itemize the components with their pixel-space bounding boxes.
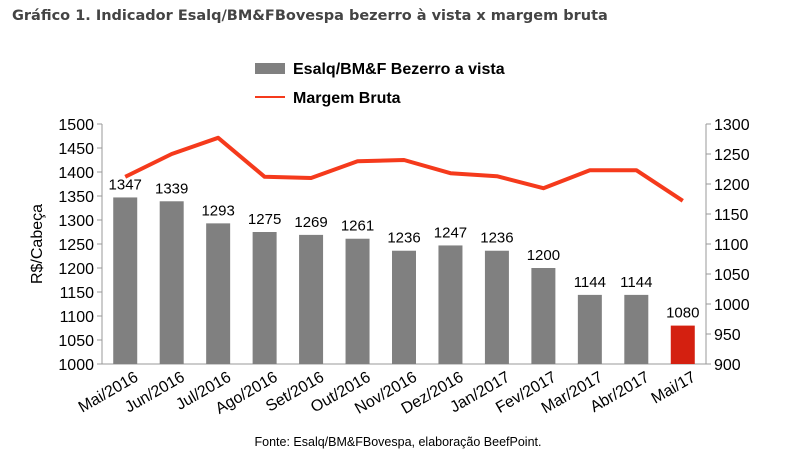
bar — [624, 294, 649, 364]
bar — [392, 250, 416, 364]
y2-tick-label: 1050 — [714, 267, 750, 284]
source-note: Fonte: Esalq/BM&FBovespa, elaboração Bee… — [255, 435, 542, 449]
bar — [345, 238, 370, 364]
bar-data-label: 1347 — [109, 176, 142, 193]
y2-tick-label: 1100 — [714, 237, 749, 254]
bar — [531, 268, 556, 364]
bar — [159, 201, 184, 364]
bar — [299, 234, 324, 364]
bar-data-label: 1247 — [434, 224, 467, 241]
bar-data-label: 1200 — [527, 247, 560, 264]
page-title: Gráfico 1. Indicador Esalq/BM&FBovespa b… — [12, 8, 608, 24]
y2-tick-label: 1300 — [714, 117, 750, 134]
bar-data-label: 1144 — [574, 274, 606, 291]
y2-tick-label: 1150 — [714, 207, 749, 224]
bar — [206, 223, 231, 364]
bar-data-label: 1275 — [248, 211, 281, 228]
y2-tick-label: 1200 — [714, 177, 750, 194]
bar — [577, 294, 602, 364]
bar — [438, 245, 463, 364]
bar — [252, 232, 277, 364]
y-tick-label: 1300 — [58, 213, 94, 230]
legend-label-bar: Esalq/BM&F Bezerro a vista — [293, 61, 505, 78]
y2-tick-label: 1250 — [714, 147, 750, 164]
bar — [670, 325, 695, 364]
y-tick-label: 1050 — [58, 333, 94, 350]
bar-data-label: 1236 — [387, 230, 420, 247]
bar — [484, 250, 509, 364]
legend-label-line: Margem Bruta — [293, 90, 401, 107]
bar-data-label: 1144 — [620, 274, 652, 291]
x-tick-label: Mai/17 — [649, 369, 699, 408]
y-axis-label: R$/Cabeça — [29, 204, 46, 284]
y-tick-label: 1500 — [58, 117, 94, 134]
y2-tick-label: 900 — [714, 357, 741, 374]
y-tick-label: 1350 — [58, 189, 94, 206]
y-tick-label: 1450 — [58, 141, 94, 158]
bar-data-label: 1269 — [294, 214, 327, 231]
legend-swatch-bar — [255, 63, 285, 74]
y-tick-label: 1000 — [58, 357, 94, 374]
bar-data-label: 1293 — [201, 202, 234, 219]
bar-data-label: 1339 — [155, 180, 188, 197]
line-series-margem-bruta — [124, 135, 684, 203]
y-tick-label: 1100 — [60, 309, 95, 326]
bar-data-label: 1080 — [666, 305, 699, 322]
bar-data-label: 1261 — [341, 218, 374, 235]
bar-data-label: 1236 — [480, 230, 513, 247]
y-tick-label: 1400 — [58, 165, 94, 182]
y2-tick-label: 1000 — [714, 297, 750, 314]
y-tick-label: 1150 — [60, 285, 95, 302]
y2-tick-label: 950 — [714, 327, 741, 344]
y-tick-label: 1250 — [58, 237, 94, 254]
y-tick-label: 1200 — [58, 261, 94, 278]
bar — [113, 197, 138, 364]
